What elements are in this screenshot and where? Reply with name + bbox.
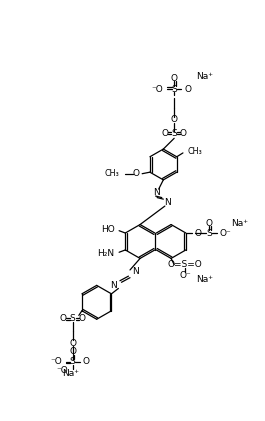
Text: CH₃: CH₃ (104, 169, 119, 178)
Text: O: O (184, 85, 191, 93)
Text: O: O (69, 338, 76, 348)
Text: O: O (78, 314, 85, 323)
Text: ⁻O: ⁻O (56, 366, 68, 376)
Text: H₂N: H₂N (97, 248, 114, 258)
Text: O: O (180, 129, 187, 138)
Text: HO: HO (101, 225, 114, 234)
Text: ⁻O: ⁻O (152, 85, 163, 93)
Text: O=S=O: O=S=O (168, 260, 202, 269)
Text: O: O (206, 218, 213, 227)
Text: N: N (165, 198, 171, 208)
Text: O: O (132, 169, 139, 178)
Text: Na⁺: Na⁺ (196, 72, 213, 81)
Text: N: N (132, 267, 139, 276)
Text: Na⁺: Na⁺ (231, 219, 248, 228)
Text: N: N (110, 281, 117, 290)
Text: CH₃: CH₃ (188, 147, 202, 156)
Text: N: N (153, 189, 160, 197)
Text: Na⁺: Na⁺ (62, 369, 79, 378)
Text: S: S (171, 85, 177, 93)
Text: S: S (171, 129, 177, 138)
Text: O: O (171, 115, 178, 124)
Text: ⁻O: ⁻O (51, 357, 63, 366)
Text: O: O (171, 74, 178, 83)
Text: O: O (60, 314, 67, 323)
Text: S: S (70, 357, 76, 366)
Text: O: O (195, 229, 202, 237)
Text: Na⁺: Na⁺ (196, 275, 213, 285)
Text: O: O (83, 357, 90, 366)
Text: O⁻: O⁻ (220, 229, 232, 237)
Text: S: S (206, 229, 212, 237)
Text: S: S (70, 314, 76, 323)
Text: O⁻: O⁻ (179, 271, 191, 280)
Text: O: O (69, 347, 76, 356)
Text: O: O (161, 129, 168, 138)
